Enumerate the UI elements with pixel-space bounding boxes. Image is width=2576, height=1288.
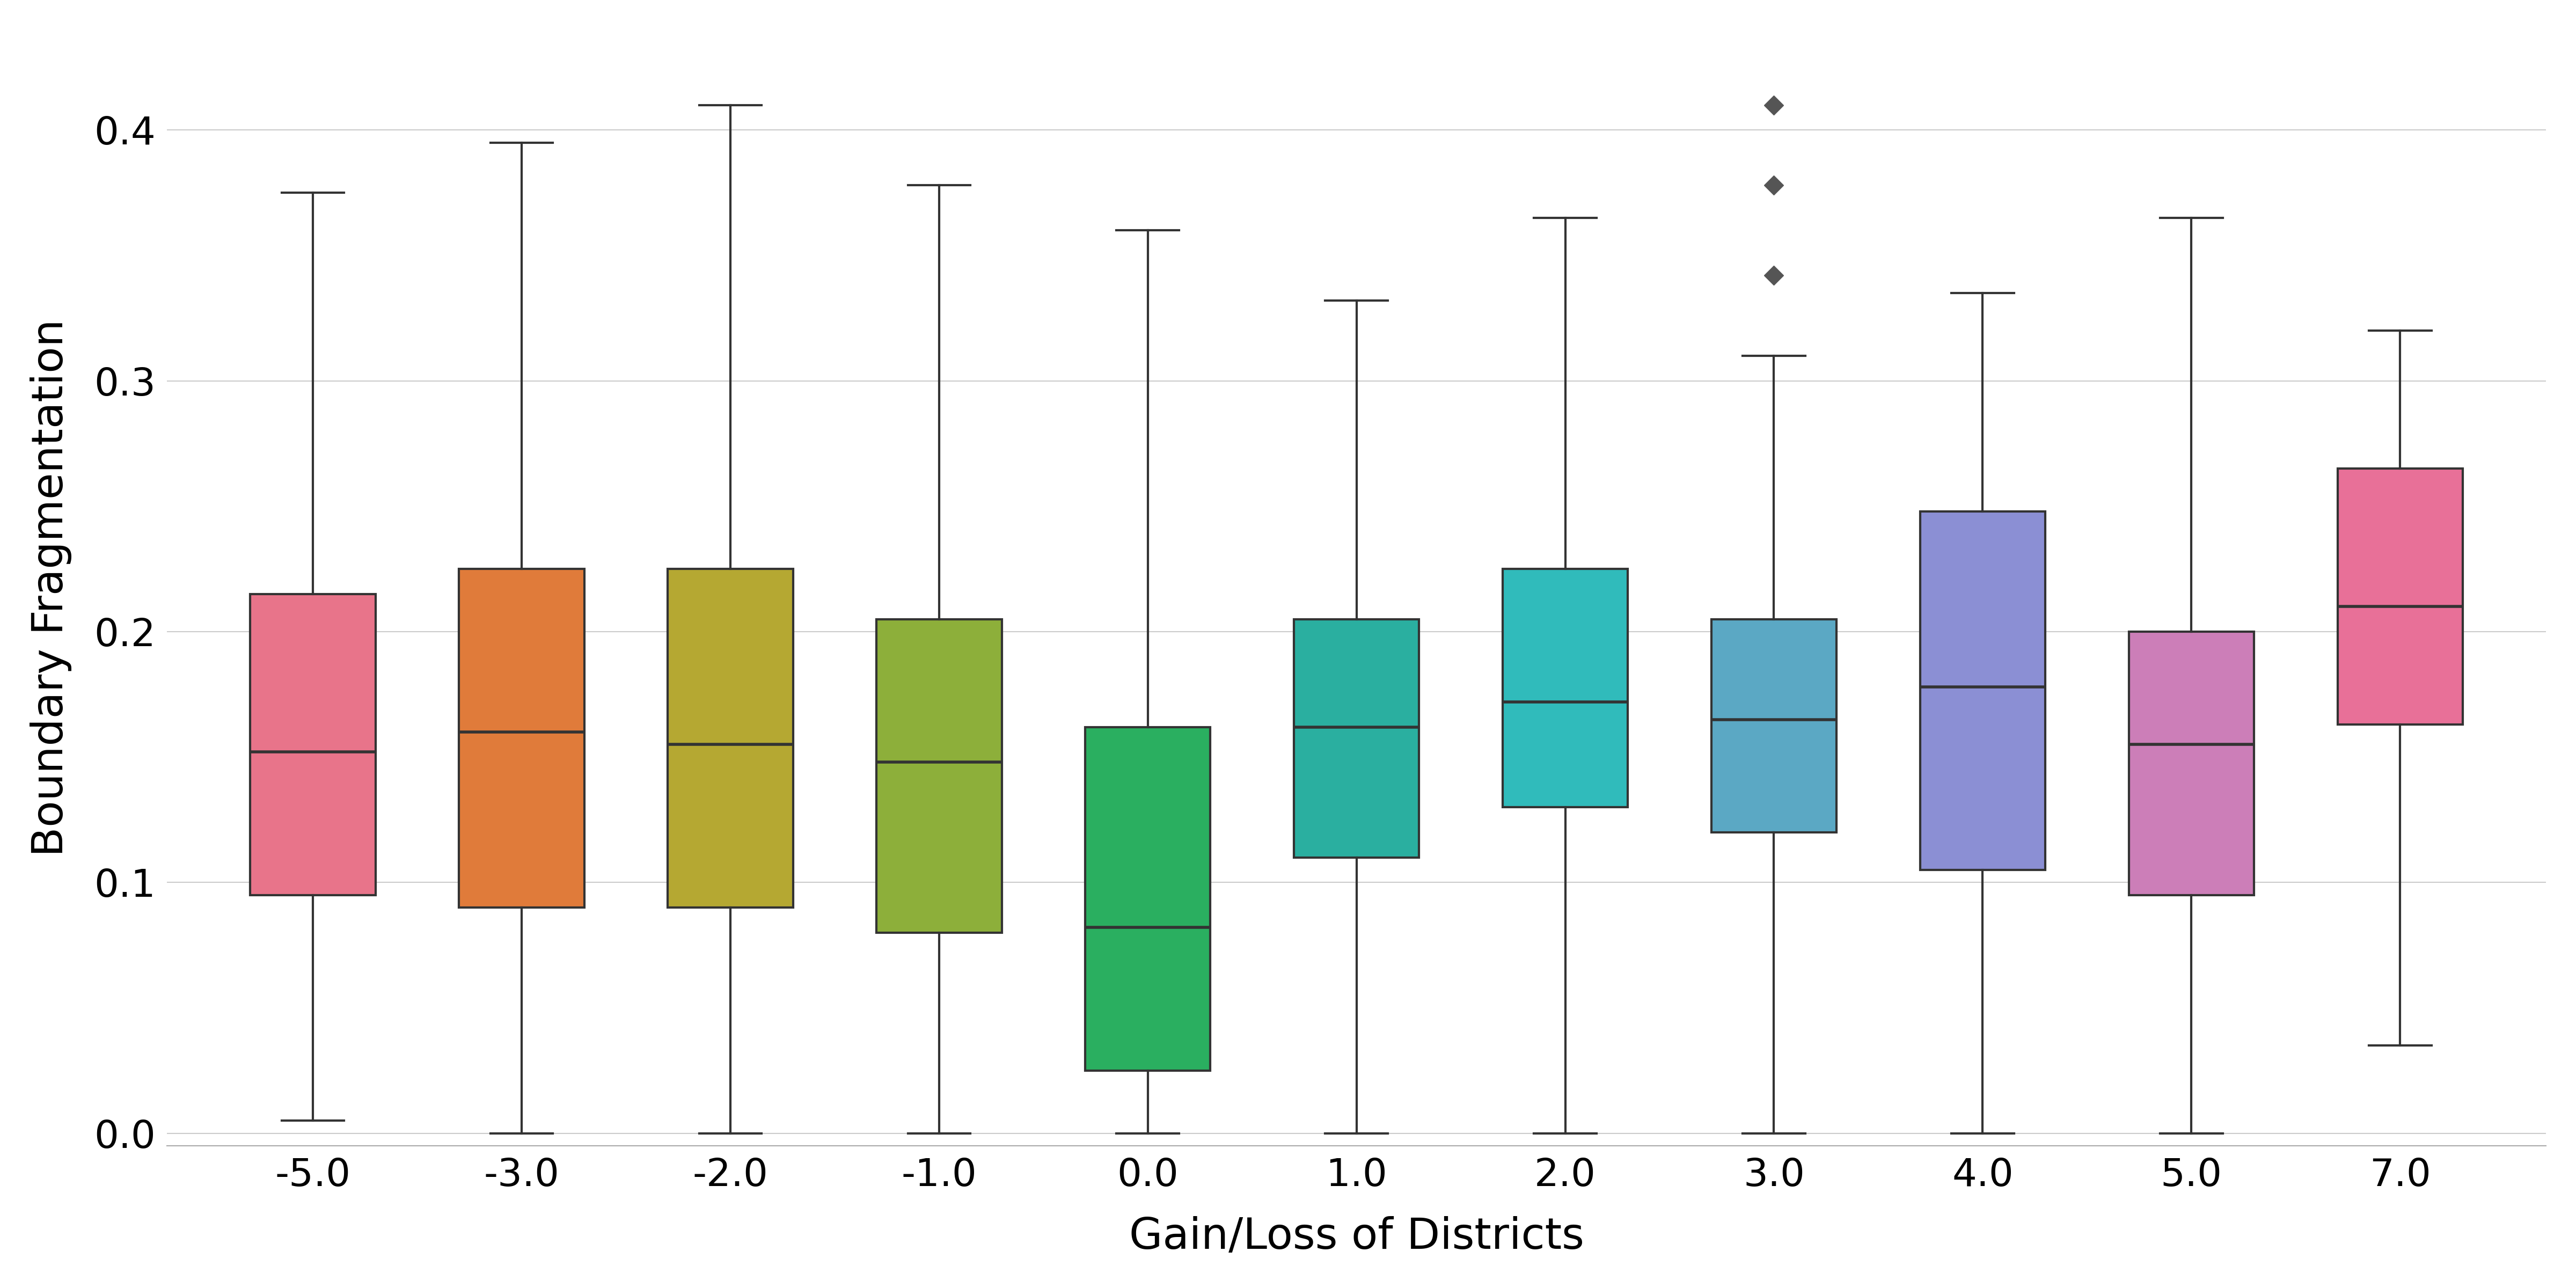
X-axis label: Gain/Loss of Districts: Gain/Loss of Districts [1128,1216,1584,1258]
PathPatch shape [667,569,793,908]
PathPatch shape [1293,620,1419,858]
Y-axis label: Boundary Fragmentation: Boundary Fragmentation [31,319,72,857]
PathPatch shape [2336,469,2463,724]
PathPatch shape [2128,631,2254,895]
PathPatch shape [1710,620,1837,832]
PathPatch shape [459,569,585,908]
PathPatch shape [1919,511,2045,869]
PathPatch shape [1502,569,1628,808]
PathPatch shape [876,620,1002,933]
PathPatch shape [1084,726,1211,1070]
PathPatch shape [250,594,376,895]
